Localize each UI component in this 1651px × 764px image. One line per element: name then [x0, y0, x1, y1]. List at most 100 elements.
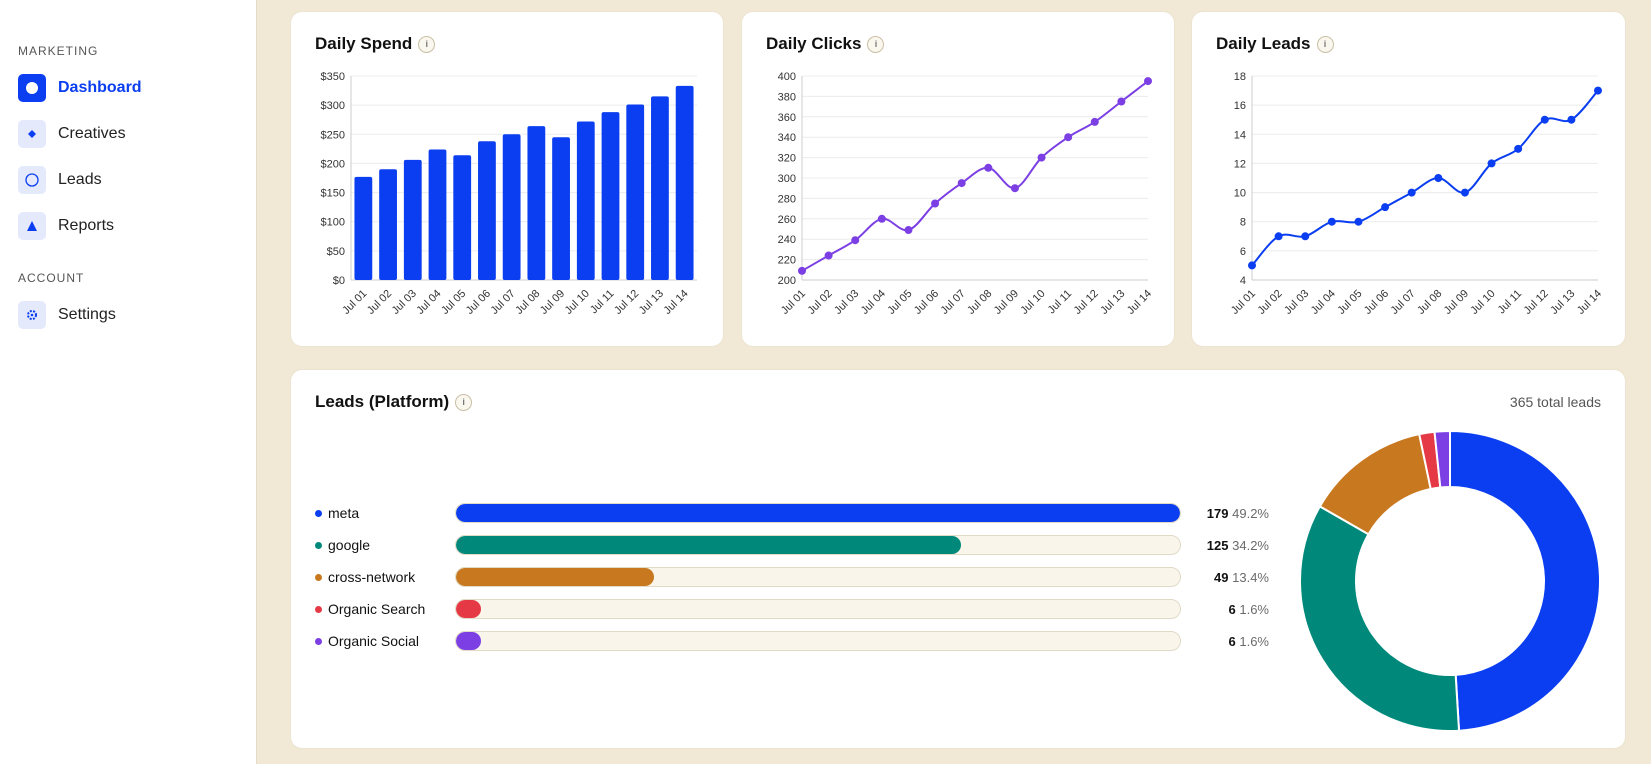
data-point[interactable] [984, 163, 993, 172]
y-tick-label: $350 [321, 71, 345, 83]
info-icon[interactable]: i [418, 35, 436, 53]
data-point[interactable] [931, 199, 940, 208]
info-icon[interactable]: i [867, 35, 885, 53]
data-point[interactable] [1381, 203, 1390, 212]
info-icon[interactable]: i [455, 393, 473, 411]
info-icon[interactable]: i [1316, 35, 1334, 53]
bar[interactable] [403, 159, 422, 280]
percent-value: 13.4% [1232, 569, 1269, 585]
y-tick-label: $300 [321, 100, 345, 112]
total-leads-label: 365 total leads [1509, 394, 1601, 410]
triangle-icon [18, 212, 46, 240]
sidebar-item-settings[interactable]: Settings [18, 299, 238, 331]
x-tick-label: Jul 06 [1362, 288, 1391, 317]
bar[interactable] [576, 121, 595, 280]
progress-track [455, 567, 1181, 587]
x-tick-label: Jul 07 [1389, 288, 1418, 317]
data-point[interactable] [877, 214, 886, 223]
bar[interactable] [453, 155, 472, 280]
data-point[interactable] [1514, 144, 1523, 153]
bar[interactable] [428, 149, 447, 280]
data-point[interactable] [904, 226, 913, 235]
sidebar-item-label: Reports [58, 217, 115, 234]
donut-slice[interactable] [1449, 429, 1601, 732]
y-tick-label: 360 [778, 112, 796, 124]
data-point[interactable] [1144, 77, 1152, 86]
data-point[interactable] [1594, 86, 1602, 95]
bar[interactable] [379, 169, 397, 280]
platform-row: meta 179 49.2% [315, 502, 1285, 524]
y-tick-label: 220 [778, 255, 796, 267]
y-tick-label: 380 [778, 91, 796, 103]
data-point[interactable] [851, 236, 860, 245]
progress-fill [456, 600, 481, 618]
y-tick-label: $0 [333, 275, 345, 287]
bar[interactable] [552, 137, 570, 280]
x-tick-label: Jul 11 [588, 288, 617, 317]
y-tick-label: $250 [321, 129, 345, 141]
card-title: Leads (Platform) i [315, 392, 473, 412]
count-value: 6 [1228, 601, 1236, 617]
data-point[interactable] [957, 179, 966, 188]
data-point[interactable] [1090, 117, 1099, 126]
bar[interactable] [502, 134, 521, 280]
sidebar-item-reports[interactable]: Reports [18, 210, 238, 242]
y-tick-label: 16 [1234, 100, 1246, 112]
data-point[interactable] [1010, 184, 1019, 193]
data-point[interactable] [1301, 232, 1310, 241]
data-point[interactable] [1037, 153, 1046, 162]
data-point[interactable] [1567, 115, 1576, 124]
y-tick-label: $150 [321, 188, 345, 200]
data-point[interactable] [1487, 159, 1496, 168]
data-point[interactable] [1064, 133, 1073, 142]
x-tick-label: Jul 07 [489, 288, 518, 317]
x-tick-label: Jul 13 [1548, 288, 1577, 317]
x-tick-label: Jul 02 [805, 288, 834, 317]
y-tick-label: 340 [778, 132, 796, 144]
bar[interactable] [354, 176, 373, 280]
daily-spend-card: Daily Spend i $0 $50 $100 $150 $200 $250 $300 $… [290, 11, 724, 347]
y-tick-label: 6 [1240, 246, 1246, 258]
sidebar-item-label: Creatives [58, 125, 126, 142]
data-point[interactable] [1327, 217, 1336, 226]
bar[interactable] [478, 141, 496, 280]
x-tick-label: Jul 02 [1255, 288, 1284, 317]
x-tick-label: Jul 09 [1442, 288, 1471, 317]
donut-slice[interactable] [1433, 429, 1451, 489]
count-value: 125 [1206, 537, 1229, 553]
data-point[interactable] [798, 266, 806, 275]
bar[interactable] [626, 104, 645, 280]
data-point[interactable] [1274, 232, 1283, 241]
data-point[interactable] [1460, 188, 1469, 197]
sidebar-item-dashboard[interactable]: Dashboard [18, 72, 238, 104]
data-point[interactable] [1248, 261, 1256, 270]
bar[interactable] [675, 85, 694, 280]
ring-icon [18, 166, 46, 194]
bar[interactable] [651, 96, 669, 281]
platform-count: 49 13.4% [1195, 570, 1269, 585]
data-point[interactable] [1354, 217, 1363, 226]
x-tick-label: Jul 01 [779, 288, 808, 317]
y-tick-label: 10 [1234, 188, 1246, 200]
gear-icon [18, 301, 46, 329]
data-point[interactable] [824, 251, 833, 260]
donut-slice[interactable] [1299, 505, 1461, 732]
sidebar-item-creatives[interactable]: Creatives [18, 118, 238, 150]
sidebar-item-label: Settings [58, 306, 116, 323]
data-point[interactable] [1540, 115, 1549, 124]
platform-label: Organic Social [328, 633, 420, 649]
data-point[interactable] [1434, 174, 1443, 182]
data-point[interactable] [1117, 97, 1126, 106]
bar[interactable] [527, 126, 546, 280]
x-tick-label: Jul 08 [965, 288, 994, 317]
x-tick-label: Jul 14 [662, 288, 691, 317]
sidebar-item-leads[interactable]: Leads [18, 164, 238, 196]
circle-icon [18, 74, 46, 102]
legend-dot [315, 573, 322, 581]
bar[interactable] [601, 112, 620, 280]
data-point[interactable] [1407, 188, 1416, 197]
progress-track [455, 599, 1181, 619]
